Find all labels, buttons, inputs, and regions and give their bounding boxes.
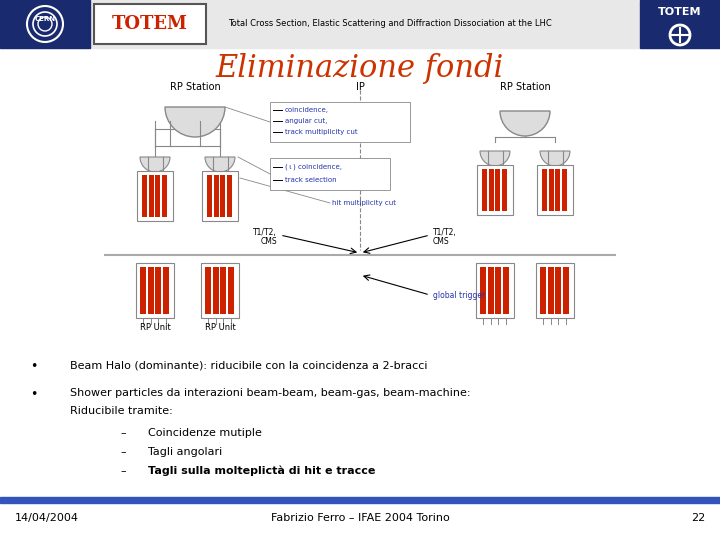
Bar xyxy=(142,175,147,217)
Text: RP Unit: RP Unit xyxy=(140,323,171,332)
Bar xyxy=(487,267,493,314)
Bar xyxy=(482,169,487,211)
Text: RP Unit: RP Unit xyxy=(204,323,235,332)
Bar xyxy=(148,175,153,217)
Bar xyxy=(220,267,226,314)
FancyBboxPatch shape xyxy=(94,4,206,44)
Bar xyxy=(201,263,239,318)
Text: Eliminazione fondi: Eliminazione fondi xyxy=(216,52,504,84)
Bar xyxy=(161,175,166,217)
Bar xyxy=(0,497,720,503)
Bar xyxy=(148,267,153,314)
Wedge shape xyxy=(540,151,570,166)
Bar xyxy=(488,169,493,211)
Wedge shape xyxy=(205,157,235,172)
Text: IP: IP xyxy=(356,82,364,92)
Bar xyxy=(0,0,720,48)
Bar xyxy=(140,267,146,314)
Bar xyxy=(205,267,211,314)
Bar xyxy=(555,169,560,211)
Text: •: • xyxy=(30,388,37,401)
Bar xyxy=(220,175,225,217)
Text: global trigger: global trigger xyxy=(433,291,485,300)
Text: coincidence,: coincidence, xyxy=(285,107,329,113)
Text: Tagli sulla molteplictà di hit e tracce: Tagli sulla molteplictà di hit e tracce xyxy=(148,466,375,476)
Text: Coincidenze mutiple: Coincidenze mutiple xyxy=(148,428,262,438)
Bar xyxy=(137,171,173,221)
Bar xyxy=(212,267,218,314)
Text: –: – xyxy=(120,428,125,438)
Bar xyxy=(562,267,569,314)
Bar xyxy=(495,267,501,314)
Bar xyxy=(555,267,561,314)
Bar xyxy=(562,169,567,211)
Wedge shape xyxy=(480,151,510,166)
Text: RP Station: RP Station xyxy=(500,82,550,92)
Bar xyxy=(270,158,390,190)
Bar xyxy=(202,171,238,221)
Bar xyxy=(207,175,212,217)
Bar xyxy=(547,267,554,314)
Text: Fabrizio Ferro – IFAE 2004 Torino: Fabrizio Ferro – IFAE 2004 Torino xyxy=(271,513,449,523)
Wedge shape xyxy=(500,111,550,136)
Text: 14/04/2004: 14/04/2004 xyxy=(15,513,79,523)
Bar xyxy=(214,175,218,217)
Bar xyxy=(0,0,90,48)
Bar xyxy=(155,175,160,217)
Text: 22: 22 xyxy=(690,513,705,523)
Wedge shape xyxy=(165,107,225,137)
Text: T1/T2,: T1/T2, xyxy=(253,228,277,238)
Text: Riducibile tramite:: Riducibile tramite: xyxy=(70,406,173,416)
Text: Shower particles da interazioni beam-beam, beam-gas, beam-machine:: Shower particles da interazioni beam-bea… xyxy=(70,388,470,398)
Text: CERN: CERN xyxy=(35,16,55,22)
Bar xyxy=(163,267,168,314)
Bar xyxy=(537,165,573,215)
Text: Total Cross Section, Elastic Scattering and Diffraction Dissociation at the LHC: Total Cross Section, Elastic Scattering … xyxy=(228,19,552,29)
Wedge shape xyxy=(140,157,170,172)
Bar xyxy=(542,169,547,211)
Text: angular cut,: angular cut, xyxy=(285,118,328,124)
Text: –: – xyxy=(120,447,125,457)
Bar xyxy=(495,169,500,211)
Bar xyxy=(227,175,232,217)
Bar xyxy=(477,165,513,215)
Text: hit multiplicity cut: hit multiplicity cut xyxy=(332,200,396,206)
Text: –: – xyxy=(120,466,125,476)
Text: track selection: track selection xyxy=(285,177,337,183)
Bar xyxy=(228,267,233,314)
Text: Tagli angolari: Tagli angolari xyxy=(148,447,222,457)
Text: TOTEM: TOTEM xyxy=(658,7,702,17)
Bar xyxy=(480,267,486,314)
Bar xyxy=(502,169,506,211)
Bar xyxy=(136,263,174,318)
Bar xyxy=(536,263,574,318)
Text: TOTEM: TOTEM xyxy=(112,15,188,33)
Text: •: • xyxy=(30,360,37,373)
Text: RP Station: RP Station xyxy=(170,82,220,92)
Bar xyxy=(540,267,546,314)
Bar xyxy=(549,169,554,211)
Bar xyxy=(476,263,514,318)
Bar xyxy=(270,102,410,142)
Text: CMS: CMS xyxy=(433,238,449,246)
Text: Beam Halo (dominante): riducibile con la coincidenza a 2-bracci: Beam Halo (dominante): riducibile con la… xyxy=(70,360,428,370)
Text: track multiplicity cut: track multiplicity cut xyxy=(285,129,358,135)
Text: ( ι ) coincidence,: ( ι ) coincidence, xyxy=(285,164,342,170)
Bar xyxy=(155,267,161,314)
Bar xyxy=(640,0,720,48)
Bar xyxy=(503,267,508,314)
Text: T1/T2,: T1/T2, xyxy=(433,228,456,238)
Text: CMS: CMS xyxy=(261,238,277,246)
